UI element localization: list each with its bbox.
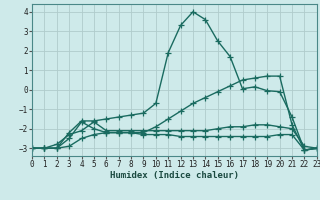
X-axis label: Humidex (Indice chaleur): Humidex (Indice chaleur): [110, 171, 239, 180]
